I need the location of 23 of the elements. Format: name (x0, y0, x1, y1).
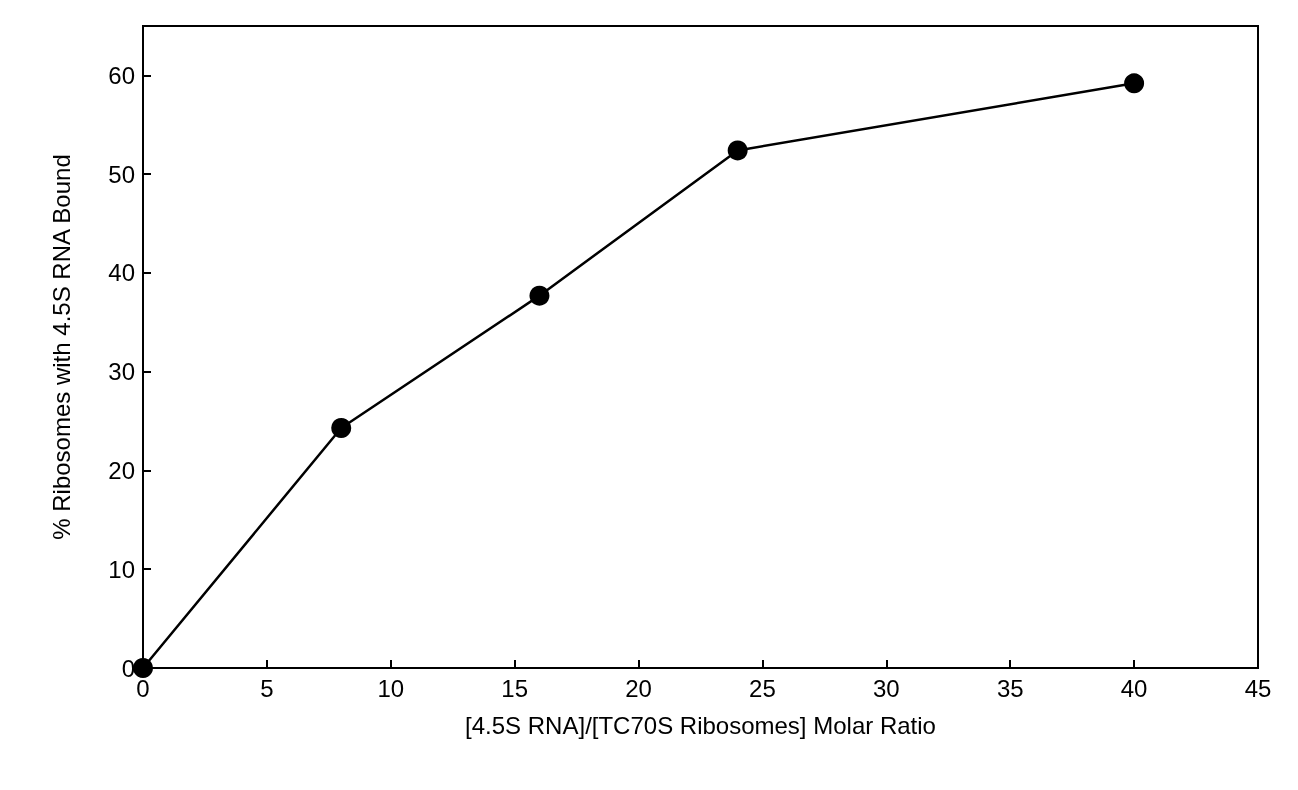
point (529, 285, 550, 306)
x-tick-label: 15 (501, 674, 529, 702)
y-tick-label: 30 (108, 358, 135, 386)
x-tick-label: 35 (996, 674, 1024, 702)
y-tick-label: 0 (121, 654, 135, 682)
y-tick-label: 40 (108, 259, 135, 287)
y-axis-title: % Ribosomes with 4.5S RNA Bound (47, 154, 75, 540)
point (133, 658, 153, 678)
x-tick-label: 25 (749, 674, 776, 702)
point (331, 418, 352, 438)
x-axis-title: [4.5S RNA]/[TC70S Ribosomes] Molar Ratio (465, 711, 936, 739)
y-tick-label: 50 (108, 160, 135, 188)
y-tick-label: 10 (108, 555, 135, 583)
y-tick-label: 20 (108, 456, 135, 484)
x-tick-label: 5 (260, 674, 274, 702)
point (1124, 73, 1145, 94)
x-tick-label: 45 (1244, 674, 1272, 702)
point (727, 140, 748, 161)
y-tick-label: 60 (108, 61, 135, 89)
x-tick-label: 40 (1120, 674, 1148, 702)
x-tick-label: 20 (625, 674, 652, 702)
x-tick-label: 10 (377, 674, 405, 702)
x-tick-label: 30 (872, 674, 900, 702)
